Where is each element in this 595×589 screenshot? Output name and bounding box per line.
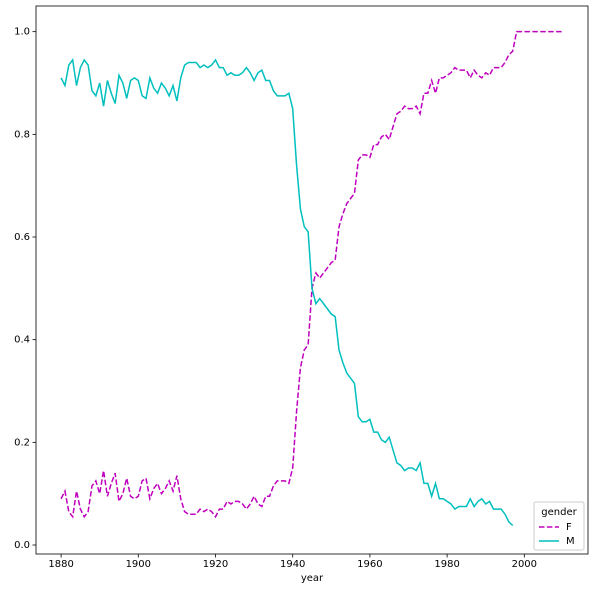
legend-box bbox=[533, 501, 585, 551]
y-tick-label: 0.0 bbox=[14, 540, 30, 551]
legend-title: gender bbox=[541, 507, 577, 518]
x-tick-label: 1920 bbox=[203, 559, 228, 570]
y-tick-label: 0.4 bbox=[14, 335, 30, 346]
y-tick-label: 0.6 bbox=[14, 232, 30, 243]
line-series bbox=[60, 30, 563, 519]
y-tick-label: 0.8 bbox=[14, 129, 30, 140]
legend-label: F bbox=[566, 522, 572, 533]
x-tick-label: 1880 bbox=[48, 559, 73, 570]
y-tick-label: 1.0 bbox=[14, 27, 30, 38]
x-tick-label: 2000 bbox=[512, 559, 537, 570]
x-tick-label: 1900 bbox=[126, 559, 151, 570]
x-axis-label: year bbox=[301, 573, 324, 584]
x-tick-label: 1980 bbox=[434, 559, 459, 570]
plot-frame bbox=[35, 5, 589, 555]
line-series bbox=[60, 58, 514, 527]
y-tick-label: 0.2 bbox=[14, 437, 30, 448]
x-tick-label: 1940 bbox=[280, 559, 305, 570]
x-tick-label: 1960 bbox=[357, 559, 382, 570]
legend-label: M bbox=[566, 536, 575, 547]
